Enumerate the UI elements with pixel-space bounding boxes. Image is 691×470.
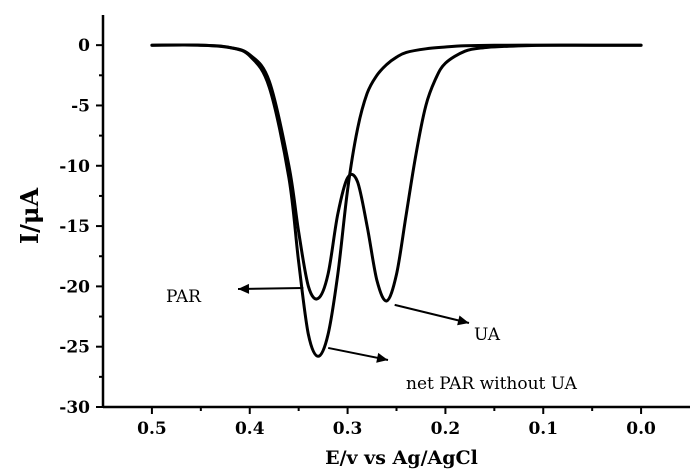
annotations: PAR UA net PAR without UA	[166, 283, 578, 394]
series-line	[150, 43, 643, 303]
y-tick-label: -10	[59, 157, 90, 177]
y-tick-label: -30	[59, 398, 90, 418]
y-tick-label: -15	[59, 217, 90, 237]
y-tick-label: -25	[59, 338, 90, 358]
annotation-arrow-head	[457, 315, 469, 326]
y-tick-label: 0	[78, 36, 90, 56]
x-ticks: 0.5 0.4 0.3 0.2 0.1 0.0	[137, 407, 656, 439]
x-tick-label: 0.3	[333, 419, 363, 439]
annotation-arrow-head	[376, 352, 388, 363]
x-tick-label: 0.1	[528, 419, 558, 439]
y-axis-title: I/μA	[15, 188, 44, 245]
x-tick-label: 0.0	[626, 419, 656, 439]
y-tick-label: -5	[71, 96, 90, 116]
x-tick-label: 0.2	[431, 419, 461, 439]
x-tick-label: 0.5	[137, 419, 167, 439]
x-axis-title: E/v vs Ag/AgCl	[325, 447, 478, 469]
annotation-label: PAR	[166, 287, 202, 307]
series-line	[150, 43, 643, 358]
annotation-label: net PAR without UA	[406, 374, 578, 394]
curves	[150, 43, 643, 358]
x-tick-label: 0.4	[235, 419, 265, 439]
annotation-arrow-line	[394, 303, 470, 324]
y-tick-label: -20	[59, 277, 90, 297]
annotation-arrow-head	[238, 283, 250, 294]
y-ticks: 0 -5 -10 -15 -20 -25 -30	[59, 36, 103, 418]
annotation-label: UA	[474, 325, 501, 345]
plot-area: 0 -5 -10 -15 -20 -25 -30 0.5 0.4 0.3 0.2 0.1 0.0 PA…	[59, 15, 690, 439]
